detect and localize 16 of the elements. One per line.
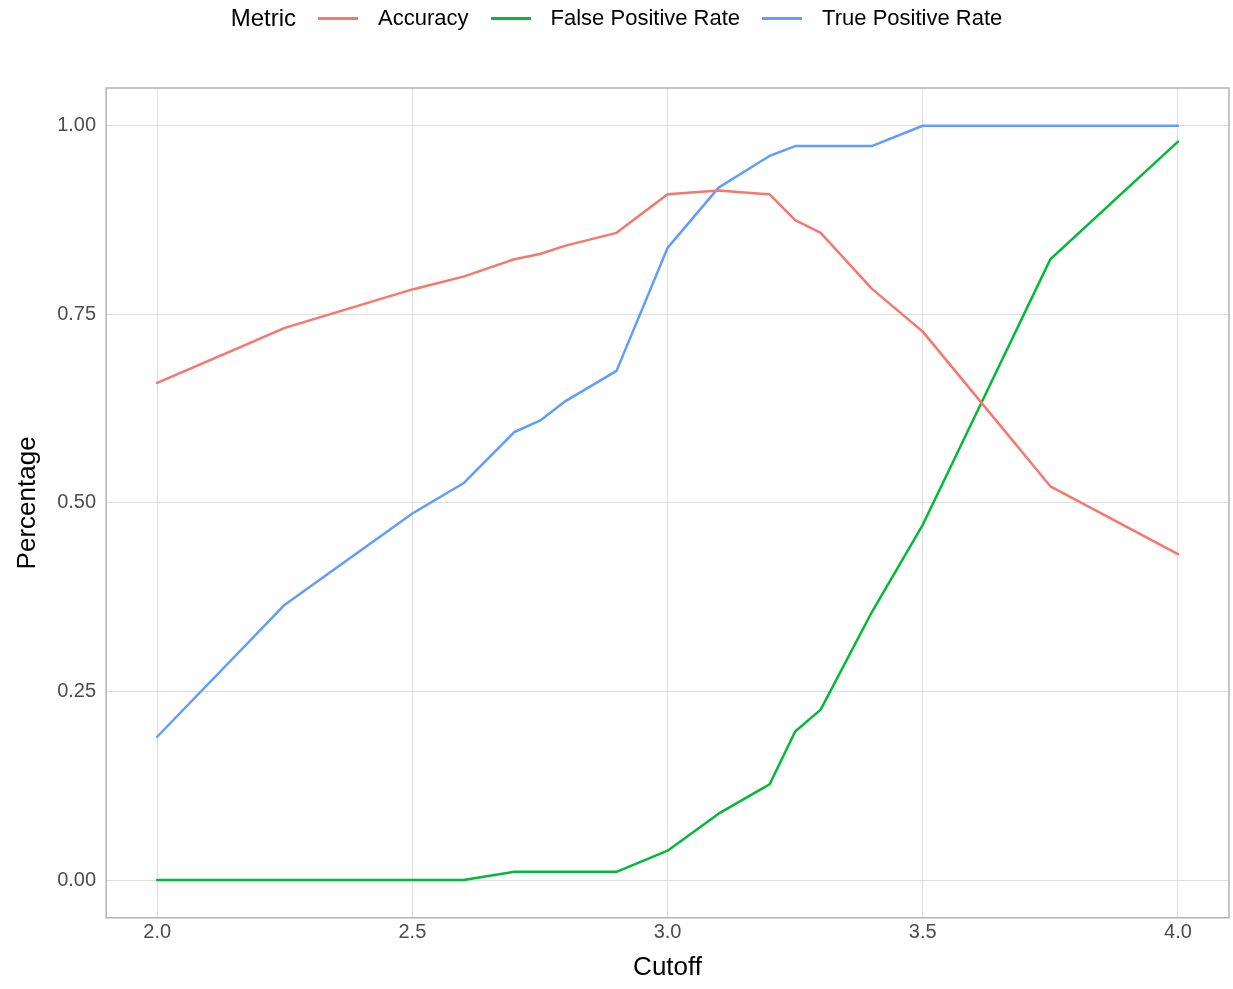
x-tick-label: 4.0 [1164,920,1192,943]
y-axis-title: Percentage [10,436,41,570]
legend-label: Accuracy [378,5,469,31]
y-tick-label: 0.75 [57,301,97,324]
x-tick-label: 2.0 [143,920,172,943]
x-tick-label: 2.5 [398,920,427,943]
y-tick-label: 0.25 [57,679,97,702]
legend-title: Metric [230,4,297,32]
x-tick-label: 3.5 [908,920,937,943]
legend-label: True Positive Rate [822,5,1003,31]
x-axis-title: Cutoff [633,950,703,981]
y-tick-label: 1.00 [57,113,97,136]
y-tick-label: 0.00 [57,867,97,890]
legend-label: False Positive Rate [550,5,741,31]
y-tick-label: 0.50 [57,490,97,513]
x-tick-label: 3.0 [653,920,682,943]
